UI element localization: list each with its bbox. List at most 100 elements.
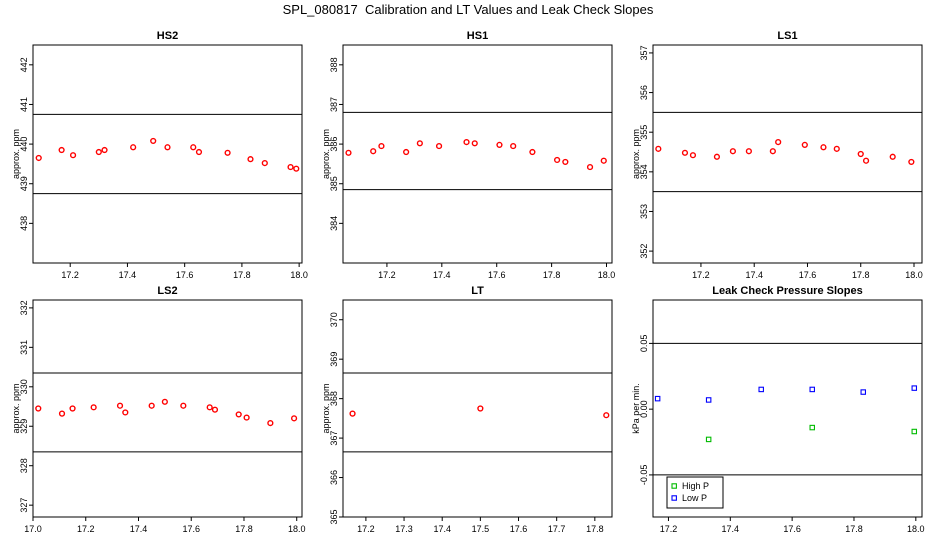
x-tick-label: 18.0: [598, 270, 616, 280]
data-point: [349, 410, 356, 417]
data-point: [95, 148, 102, 156]
panel-title: LS2: [157, 285, 177, 297]
chart-panel-6: Leak Check Pressure Slopes kPa per min. 17…: [631, 285, 925, 534]
y-axis-label: approx. ppm: [631, 129, 641, 179]
data-point: [705, 397, 712, 403]
data-point: [908, 158, 915, 166]
data-point: [35, 405, 42, 412]
data-point: [775, 139, 782, 146]
x-tick-label: 17.4: [433, 524, 451, 534]
data-point: [554, 156, 561, 164]
y-tick-label: 0.00: [639, 400, 649, 418]
data-point: [769, 148, 776, 155]
plot-frame: [32, 299, 303, 518]
x-tick-label: 17.4: [433, 270, 451, 280]
y-tick-label: 365: [329, 509, 339, 524]
x-tick-label: 17.4: [130, 524, 148, 534]
data-point: [370, 148, 377, 155]
data-point: [122, 409, 129, 416]
panel-title: LS1: [777, 30, 797, 42]
data-point: [247, 156, 254, 163]
y-tick-label: 386: [329, 137, 339, 152]
y-tick-label: 440: [19, 137, 29, 152]
x-tick-label: 17.6: [182, 524, 200, 534]
x-tick-label: 17.8: [586, 524, 604, 534]
plot-frame: [342, 44, 613, 264]
data-point: [211, 406, 219, 413]
x-tick-label: 17.0: [24, 524, 42, 534]
data-point: [235, 411, 242, 418]
x-tick-label: 17.2: [77, 524, 95, 534]
y-tick-label: 385: [329, 176, 339, 191]
x-tick-label: 18.0: [907, 524, 925, 534]
y-tick-label: 327: [19, 498, 29, 513]
data-point: [496, 141, 503, 148]
data-point: [681, 149, 689, 156]
data-point: [90, 404, 97, 411]
plot-frame: [652, 44, 923, 264]
data-point: [745, 148, 752, 155]
x-tick-label: 18.0: [290, 270, 308, 280]
y-axis-label: kPa per min.: [631, 383, 641, 434]
y-tick-label: 370: [329, 312, 339, 327]
data-point: [224, 149, 231, 156]
x-tick-label: 17.3: [395, 524, 413, 534]
y-tick-label: 332: [19, 300, 29, 315]
x-tick-label: 17.2: [357, 524, 375, 534]
data-point: [287, 163, 294, 171]
y-axis-label: approx. ppm: [11, 383, 21, 433]
x-tick-label: 17.6: [176, 270, 194, 280]
y-tick-label: 355: [639, 125, 649, 140]
y-tick-label: 366: [329, 470, 339, 485]
x-tick-label: 17.2: [660, 524, 678, 534]
data-point: [69, 405, 76, 412]
x-tick-label: 18.0: [905, 270, 923, 280]
plot-frame: [652, 299, 923, 518]
y-axis-label: approx. ppm: [11, 129, 21, 179]
chart-panel-2: HS1 approx. ppm 17.2 17.4 17.6 17.8 18.0 384 385…: [321, 30, 615, 280]
data-point: [116, 402, 124, 409]
x-tick-label: 17.2: [61, 270, 79, 280]
y-tick-label: 357: [639, 45, 649, 60]
y-tick-label: -0.05: [639, 465, 649, 486]
data-point: [654, 395, 661, 402]
data-point: [758, 386, 764, 393]
data-point: [820, 144, 827, 151]
y-tick-label: 441: [19, 97, 29, 112]
data-point: [293, 165, 300, 172]
x-tick-label: 17.8: [852, 270, 870, 280]
x-tick-label: 17.8: [543, 270, 561, 280]
data-point: [860, 389, 867, 395]
x-tick-label: 17.8: [235, 524, 253, 534]
data-point: [69, 152, 77, 159]
data-point: [378, 142, 385, 150]
data-point: [603, 412, 610, 419]
chart-panel-5: LT approx. ppm 17.2 17.3 17.4 17.5 17.6 17.7 17.…: [321, 285, 613, 534]
y-axis-label: approx. ppm: [321, 129, 331, 179]
data-point: [529, 148, 536, 156]
data-point: [809, 386, 815, 393]
x-tick-label: 17.2: [692, 270, 710, 280]
y-tick-label: 367: [329, 431, 339, 446]
data-point: [195, 148, 203, 156]
data-point: [586, 163, 594, 171]
data-point: [435, 142, 443, 150]
data-point: [35, 154, 42, 162]
data-point: [477, 405, 484, 412]
chart-panel-4: LS2 approx. ppm 17.0 17.2 17.4 17.6 17.8 18.0 32…: [11, 285, 305, 534]
panel-title: HS2: [157, 30, 178, 42]
data-point: [190, 144, 197, 151]
data-point: [471, 140, 478, 147]
x-tick-label: 17.6: [510, 524, 528, 534]
data-point: [164, 144, 171, 151]
y-tick-label: 354: [639, 164, 649, 179]
x-tick-label: 17.6: [783, 524, 801, 534]
data-point: [58, 410, 66, 417]
x-tick-label: 17.8: [845, 524, 863, 534]
plot-frame: [32, 44, 303, 264]
data-point: [150, 137, 157, 145]
y-tick-label: 352: [639, 244, 649, 259]
data-point: [801, 141, 808, 148]
data-point: [911, 385, 918, 391]
